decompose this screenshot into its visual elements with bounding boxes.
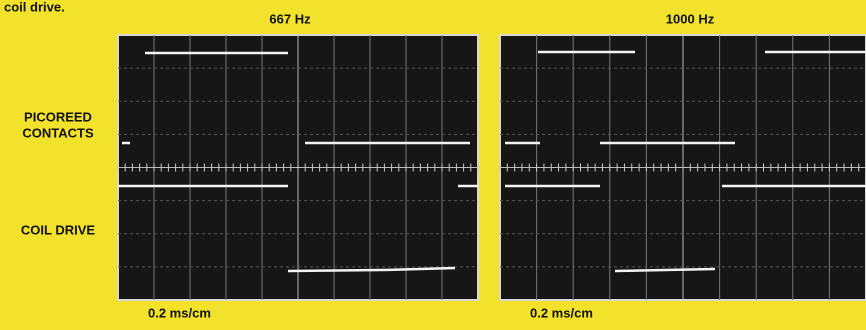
scope-screen	[118, 35, 478, 300]
scope-title: 1000 Hz	[666, 11, 715, 26]
row-label: COIL DRIVE	[21, 222, 95, 237]
scope-title: 667 Hz	[269, 11, 311, 26]
row-label: PICOREED	[24, 109, 92, 124]
page: coil drive. 667 Hz 1000 Hz PICOREED CONT…	[0, 0, 866, 330]
timebase: 0.2 ms/cm	[148, 305, 211, 320]
caption-fragment: coil drive.	[4, 0, 65, 14]
figure: coil drive. 667 Hz 1000 Hz PICOREED CONT…	[0, 0, 866, 330]
row-label: CONTACTS	[22, 125, 94, 140]
timebase: 0.2 ms/cm	[530, 305, 593, 320]
scope-screen	[500, 35, 866, 300]
